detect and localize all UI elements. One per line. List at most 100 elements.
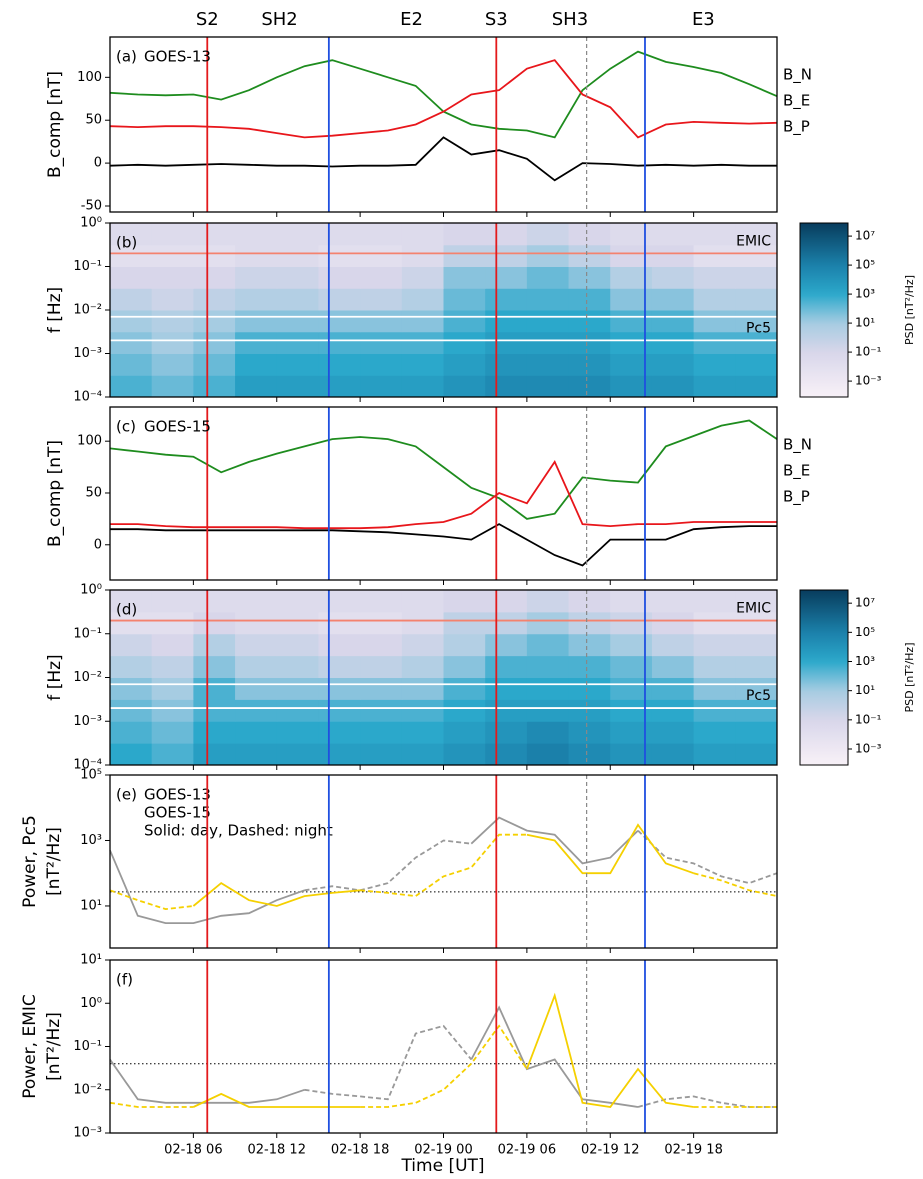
heatmap-cell — [276, 590, 319, 613]
heatmap-cell — [193, 721, 236, 744]
heatmap-cell — [526, 655, 570, 678]
heatmap-cell — [526, 721, 570, 744]
heatmap-cell — [151, 590, 194, 613]
y-axis-label: [nT²/Hz] — [44, 1012, 64, 1081]
heatmap-cell — [360, 288, 403, 311]
heatmap-cell — [193, 244, 236, 267]
heatmap-cell — [610, 375, 653, 398]
heatmap-cell — [485, 288, 528, 311]
heatmap-cell — [193, 223, 236, 246]
y-tick-label: 10⁻³ — [73, 346, 102, 361]
heatmap-cell — [735, 244, 778, 267]
heatmap-cell — [151, 375, 194, 398]
colorbar-tick-label: 10⁻¹ — [855, 712, 882, 726]
heatmap-cell — [360, 310, 403, 333]
legend-entry: B_P — [783, 488, 810, 507]
heatmap-cell — [651, 655, 695, 678]
y-tick-label: 10⁻³ — [73, 1126, 102, 1141]
heatmap-cell — [568, 223, 611, 246]
heatmap-cell — [110, 590, 153, 613]
panel-label: (c) — [116, 418, 136, 436]
heatmap-cell — [276, 288, 319, 311]
heatmap-cell — [485, 699, 528, 722]
y-tick-label: 10⁻⁴ — [73, 390, 102, 405]
heatmap-cell — [110, 353, 153, 376]
heatmap-cell — [193, 266, 236, 289]
heatmap-cell — [276, 331, 319, 354]
heatmap-cell — [526, 266, 570, 289]
heatmap-cell — [151, 310, 194, 333]
heatmap-cell — [276, 633, 319, 657]
colorbar-label: PSD [nT²/Hz] — [903, 642, 916, 712]
heatmap-cell — [193, 310, 236, 333]
y-tick-label: -50 — [81, 198, 102, 213]
heatmap-cell — [443, 633, 486, 657]
series-line — [110, 523, 777, 567]
heatmap-cell — [151, 743, 194, 766]
heatmap-cell — [693, 590, 736, 613]
heatmap-cell — [401, 266, 444, 289]
heatmap-cell — [235, 721, 278, 744]
heatmap-cell — [318, 743, 361, 766]
series-line — [526, 992, 694, 1108]
heatmap-cell — [485, 266, 528, 289]
heatmap-cell — [193, 375, 236, 398]
legend-entry: B_E — [783, 92, 810, 111]
heatmap-cell — [485, 633, 528, 657]
heatmap-cell — [151, 677, 194, 700]
heatmap-cell — [610, 353, 653, 376]
heatmap-cell — [151, 699, 194, 722]
heatmap-cell — [276, 743, 319, 766]
heatmap-cell — [235, 375, 278, 398]
heatmap-cell — [485, 590, 528, 613]
heatmap-cell — [360, 266, 403, 289]
x-tick-label: 02-19 06 — [498, 1143, 556, 1158]
satellite-label: GOES-13 — [144, 48, 211, 66]
heatmap-cell — [485, 611, 528, 635]
heatmap-cell — [735, 353, 778, 376]
legend-entry: B_N — [783, 66, 812, 85]
heatmap-cell — [735, 331, 778, 354]
colorbar-label: PSD [nT²/Hz] — [903, 275, 916, 345]
heatmap-cell — [693, 223, 736, 246]
heatmap-cell — [235, 633, 278, 657]
heatmap-cell — [610, 611, 653, 635]
heatmap-cell — [485, 655, 528, 678]
colorbar-tick-label: 10⁻³ — [855, 374, 882, 388]
heatmap-cell — [443, 244, 486, 267]
panel-label: (a) — [116, 48, 137, 66]
series-line — [109, 889, 194, 911]
heatmap-cell — [318, 310, 361, 333]
series-line — [110, 460, 777, 530]
band-label: Pc5 — [746, 320, 771, 336]
y-tick-label: 10⁻¹ — [73, 259, 102, 274]
x-tick-label: 02-19 00 — [414, 1143, 472, 1158]
heatmap-cell — [735, 611, 778, 635]
region-label: SH3 — [552, 9, 588, 30]
heatmap-cell — [568, 677, 611, 700]
legend-entry: GOES-13 — [144, 786, 211, 804]
heatmap-cell — [610, 677, 653, 700]
band-label: Pc5 — [746, 688, 771, 704]
heatmap-cell — [151, 353, 194, 376]
series-line — [693, 872, 778, 897]
heatmap-cell — [276, 223, 319, 246]
heatmap-cell — [485, 331, 528, 354]
heatmap-cell — [610, 288, 653, 311]
heatmap-cell — [443, 288, 486, 311]
heatmap-cell — [568, 331, 611, 354]
heatmap-cell — [526, 611, 570, 635]
heatmap-cell — [276, 266, 319, 289]
heatmap-cell — [651, 677, 695, 700]
region-label: E2 — [400, 9, 423, 30]
heatmap-cell — [110, 331, 153, 354]
heatmap-cell — [693, 331, 736, 354]
heatmap-cell — [485, 223, 528, 246]
heatmap-cell — [110, 633, 153, 657]
heatmap-cell — [151, 266, 194, 289]
heatmap-cell — [110, 743, 153, 766]
heatmap-cell — [318, 288, 361, 311]
y-axis-label: f [Hz] — [45, 287, 65, 333]
heatmap-cell — [193, 590, 236, 613]
